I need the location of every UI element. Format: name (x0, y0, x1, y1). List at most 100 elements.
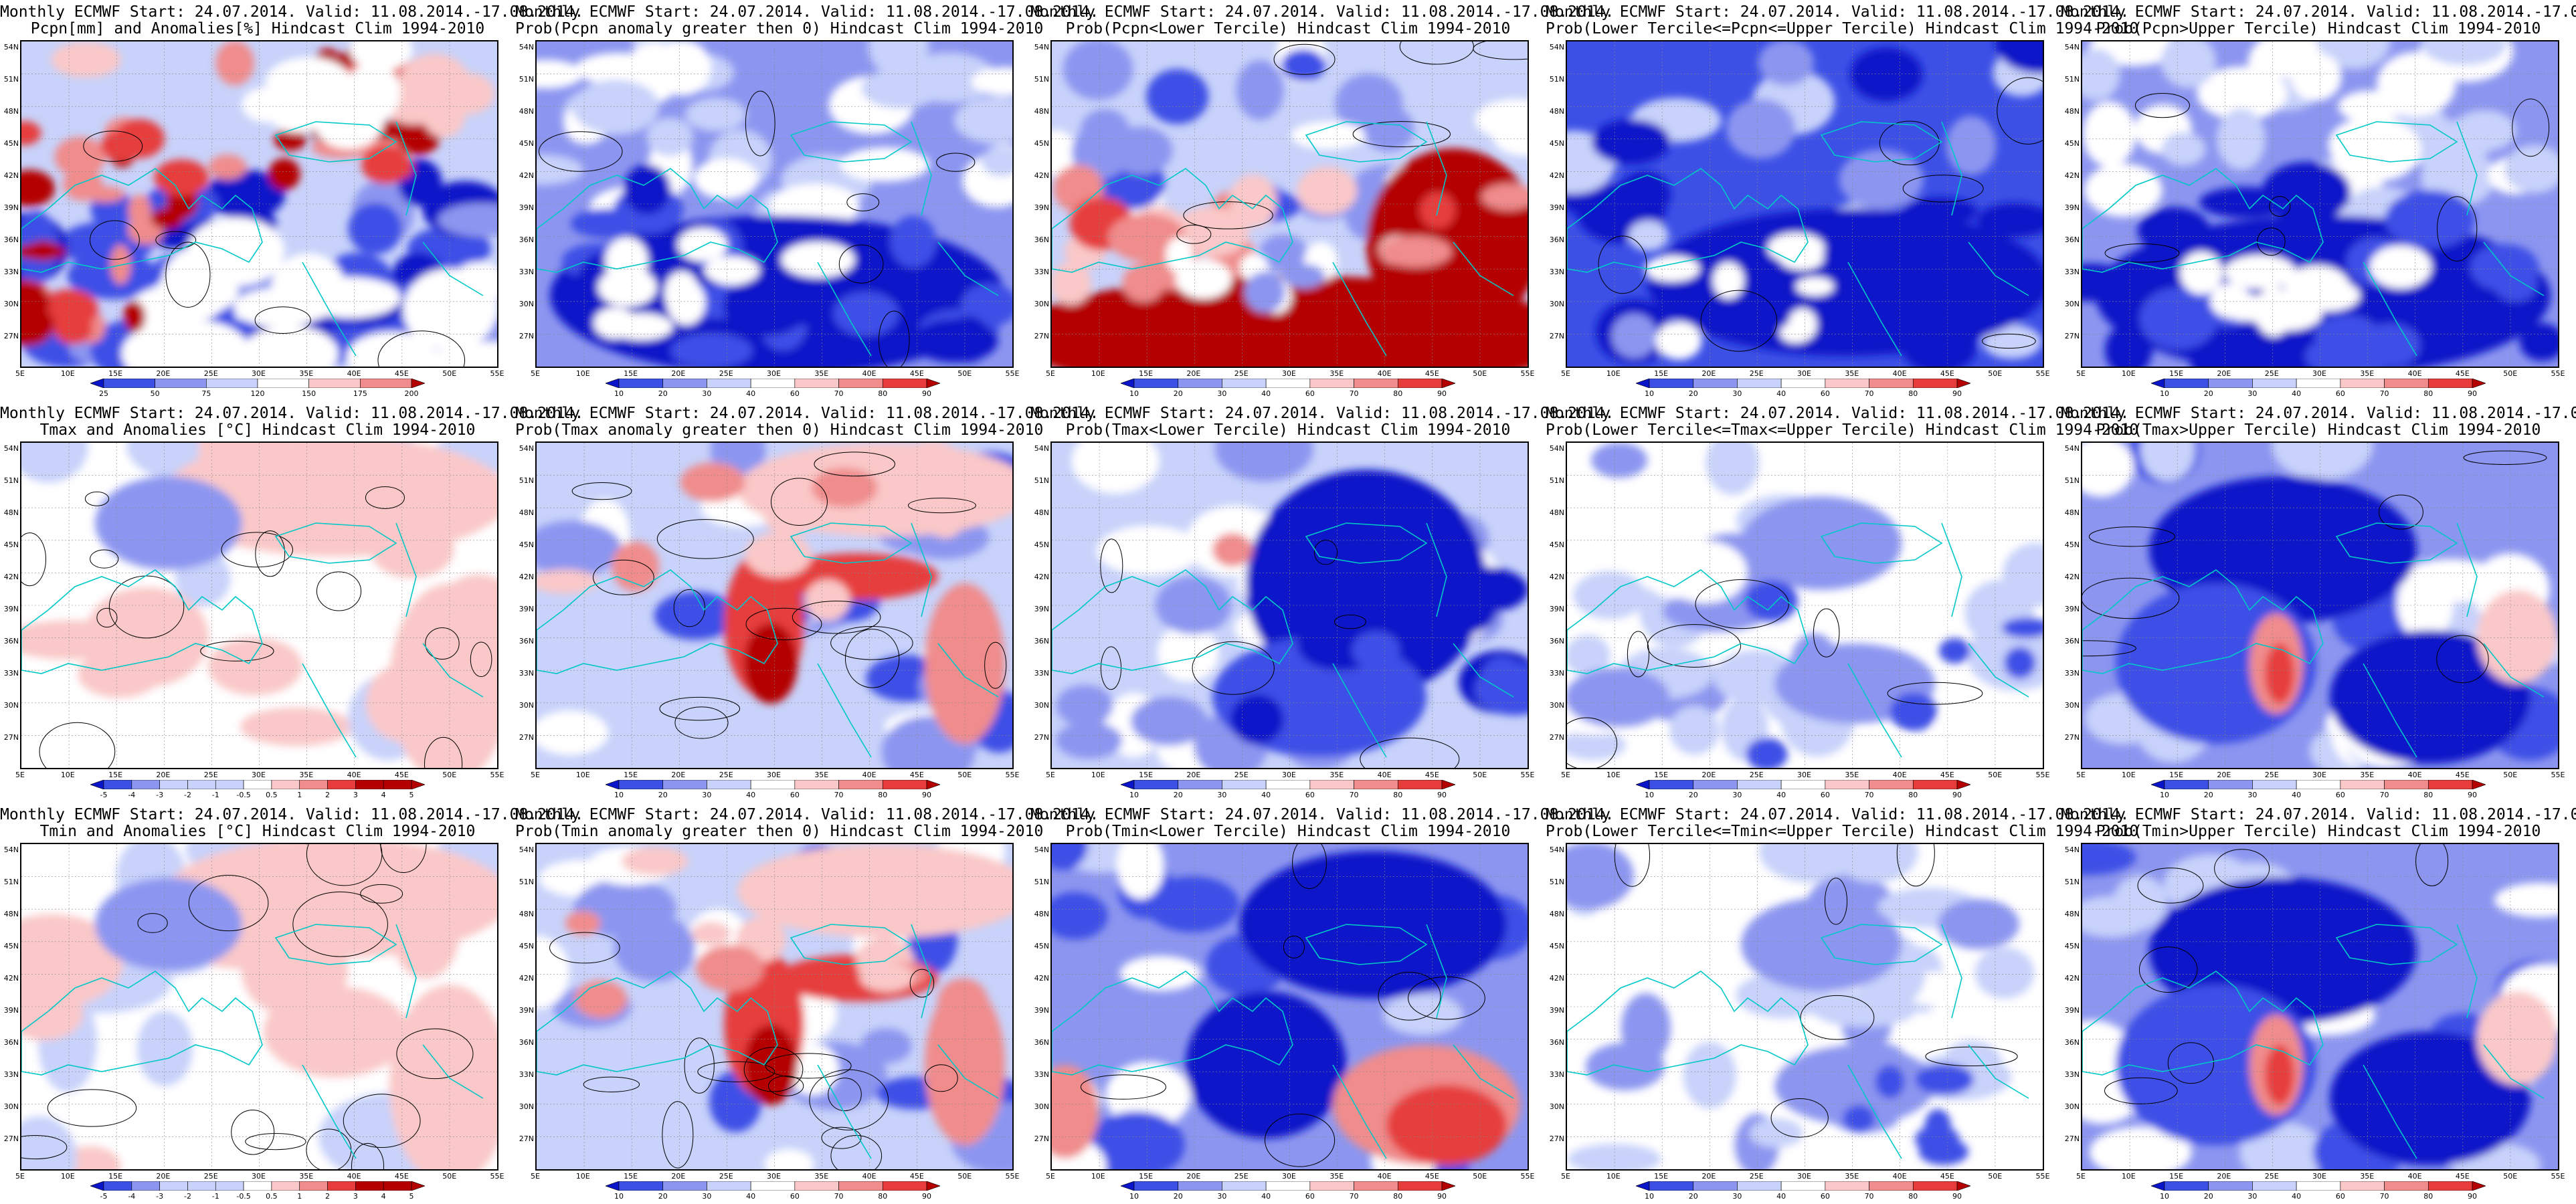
color-scale-label: 60 (1820, 389, 1830, 398)
map-panel: Monthly ECMWF Start: 24.07.2014. Valid: … (2061, 401, 2576, 803)
contour-line (1333, 614, 1366, 629)
contour-line (365, 486, 405, 509)
color-scale-swatch (606, 780, 620, 789)
field-region (1052, 130, 1077, 176)
longitude-label: 10E (2121, 1172, 2136, 1181)
map-panel: Monthly ECMWF Start: 24.07.2014. Valid: … (1030, 0, 1614, 401)
color-scale-swatch (2252, 1181, 2297, 1191)
color-scale-label: 70 (1864, 1192, 1874, 1201)
color-scale-swatch (2151, 780, 2165, 789)
contour-line (155, 231, 197, 249)
color-scale-label: 20 (2203, 1192, 2213, 1201)
longitude-label: 25E (2264, 771, 2279, 779)
field-region (95, 476, 242, 570)
field-region (1713, 262, 1744, 299)
contour-line (1313, 539, 1338, 565)
color-scale-swatch (1397, 1181, 1443, 1191)
color-scale-swatch (2151, 1181, 2165, 1191)
color-scale-swatch (1956, 1181, 1970, 1191)
contour-line (674, 706, 729, 739)
contour-line (659, 696, 741, 721)
contour-line (1695, 579, 1789, 629)
color-scale-swatch (1825, 1181, 1869, 1191)
contour-line (684, 1037, 715, 1094)
color-scale-label: 0.5 (266, 791, 278, 799)
contour-line (83, 130, 143, 162)
longitude-label: 35E (1845, 771, 1859, 779)
field-region (2293, 279, 2360, 312)
color-scale-label: 20 (1173, 791, 1183, 799)
longitude-label: 5E (15, 369, 25, 378)
field-region (2137, 207, 2211, 254)
latitude-label: 30N (3, 1102, 19, 1111)
color-scale-label: 90 (1952, 1192, 1962, 1201)
color-scale-swatch (2208, 1181, 2253, 1191)
contour-line (2437, 196, 2478, 262)
field-region (1383, 993, 1463, 1035)
color-scale-bar (606, 379, 940, 388)
longitude-label: 15E (2169, 1172, 2184, 1181)
color-scale-swatch (707, 1181, 751, 1191)
field-region (345, 62, 401, 122)
color-scale-swatch (90, 1181, 104, 1191)
panel-title-line1: Monthly ECMWF Start: 24.07.2014. Valid: … (1546, 405, 2130, 422)
latitude-label: 45N (1549, 540, 1564, 549)
color-scale-labels: 10 20 30 40 60 70 80 90 (606, 1192, 940, 1201)
color-scale-swatch (1780, 379, 1826, 388)
contour-line (1183, 201, 1273, 229)
contour-line (1598, 235, 1647, 294)
field-region (234, 288, 325, 328)
field-region (161, 247, 231, 322)
color-scale-label: 60 (1305, 1192, 1315, 1201)
contour-line (425, 627, 460, 660)
longitude-label: 35E (1845, 1172, 1859, 1181)
contour-line (770, 478, 828, 526)
latitude-label: 33N (3, 1070, 19, 1079)
latitude-label: 48N (2064, 107, 2080, 116)
field-region (893, 272, 963, 304)
color-scale-labels: 10 20 30 40 60 70 80 90 (2151, 791, 2486, 800)
field-region (348, 203, 402, 255)
color-scale-bar (1636, 379, 1970, 388)
longitude-label: 55E (2551, 771, 2565, 779)
latitude-label: 33N (1034, 268, 1049, 276)
forecast-map (1566, 40, 2044, 368)
latitude-label: 42N (519, 573, 534, 581)
panel-title-line2: Tmax and Anomalies [°C] Hindcast Clim 19… (39, 421, 476, 439)
field-region (21, 443, 88, 483)
color-scale-label: 200 (404, 389, 419, 398)
coastline (537, 121, 999, 357)
color-scale-label: 60 (2335, 389, 2345, 398)
latitude-label: 30N (519, 1102, 534, 1111)
color-scale-label: 80 (2423, 1192, 2433, 1201)
color-scale-swatch (1636, 1181, 1650, 1191)
contour-line (2214, 849, 2270, 888)
field-region (1875, 1065, 1905, 1099)
color-scale-bar (1636, 1181, 1970, 1191)
contour-line (1887, 682, 1983, 705)
field-region (1157, 624, 1219, 682)
contour-line (188, 875, 269, 932)
color-scale-label: 40 (1261, 791, 1271, 799)
field-region (1071, 443, 1160, 494)
contour-line (1813, 608, 1840, 658)
longitude-label: 45E (1424, 1172, 1439, 1181)
field-region (565, 910, 601, 936)
panel-title-line1: Monthly ECMWF Start: 24.07.2014. Valid: … (515, 405, 1099, 422)
latitude-label: 51N (1034, 75, 1049, 84)
latitude-label: 36N (3, 235, 19, 244)
panel-title-line1: Monthly ECMWF Start: 24.07.2014. Valid: … (515, 3, 1099, 21)
color-scale-label: 10 (1129, 1192, 1139, 1201)
field-region (240, 707, 353, 746)
field-region (737, 844, 1012, 938)
longitude-label: 25E (1749, 1172, 1764, 1181)
field-region (1938, 638, 1970, 664)
coastline (2082, 522, 2545, 758)
color-scale-label: 40 (2292, 389, 2302, 398)
longitude-label: 5E (1561, 369, 1570, 378)
field-region (1259, 234, 1308, 272)
longitude-label: 55E (2551, 1172, 2565, 1181)
field-region (1291, 121, 1366, 150)
field-region (1249, 649, 1297, 705)
latitude-label: 45N (519, 139, 534, 148)
